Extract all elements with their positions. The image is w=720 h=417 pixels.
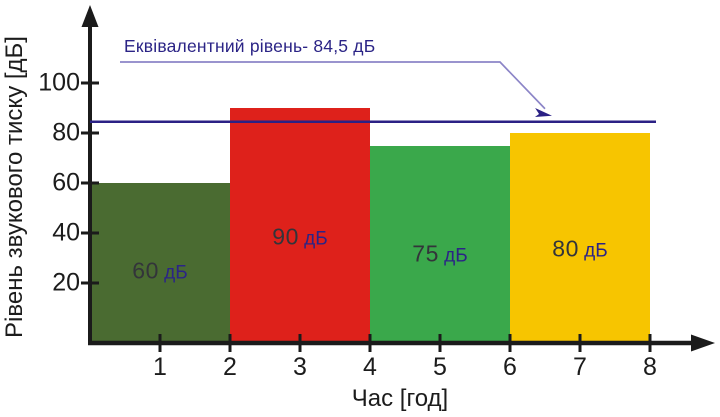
y-tick-label-60: 60 — [52, 168, 80, 197]
y-axis-label: Рівень звукового тиску [дБ] — [1, 36, 28, 338]
x-axis-arrowhead-icon — [691, 334, 715, 352]
bar-value-number: 90 — [272, 223, 299, 250]
y-tick-label-80: 80 — [52, 118, 80, 147]
x-tick-label-8: 8 — [643, 353, 657, 381]
bar-90db — [230, 108, 370, 345]
y-axis-arrowhead-icon — [81, 5, 99, 27]
bar-80db — [510, 133, 650, 345]
bar-value-label-75db: 75 дБ — [370, 241, 510, 268]
x-tick-label-4: 4 — [363, 353, 377, 381]
bar-value-unit: дБ — [298, 228, 328, 250]
y-tick-label-40: 40 — [52, 218, 80, 247]
bar-value-label-80db: 80 дБ — [510, 235, 650, 262]
annotation-leader-line — [120, 61, 546, 110]
bar-value-unit: дБ — [578, 240, 608, 261]
x-tick-label-7: 7 — [573, 353, 587, 381]
equivalent-level-annotation: Еквівалентний рівень- 84,5 дБ — [124, 36, 376, 56]
y-tick-label-100: 100 — [38, 68, 80, 97]
x-tick-label-5: 5 — [433, 353, 447, 381]
bar-75db — [370, 145, 510, 345]
x-axis-label: Час [год] — [351, 385, 449, 412]
bar-value-label-90db: 90 дБ — [230, 224, 370, 251]
y-tick-label-20: 20 — [52, 268, 80, 297]
bar-60db — [90, 183, 230, 345]
x-tick-label-6: 6 — [503, 353, 517, 381]
bar-value-number: 75 — [412, 240, 439, 267]
x-tick-label-3: 3 — [293, 353, 307, 381]
bar-value-unit: дБ — [158, 262, 188, 284]
x-tick-label-2: 2 — [223, 353, 237, 381]
annotation-arrowhead-icon — [534, 107, 552, 117]
bar-value-number: 80 — [552, 235, 579, 261]
bar-value-number: 60 — [132, 257, 159, 284]
bar-value-unit: дБ — [438, 245, 468, 267]
bar-value-label-60db: 60 дБ — [90, 258, 230, 285]
x-tick-label-1: 1 — [153, 353, 167, 381]
